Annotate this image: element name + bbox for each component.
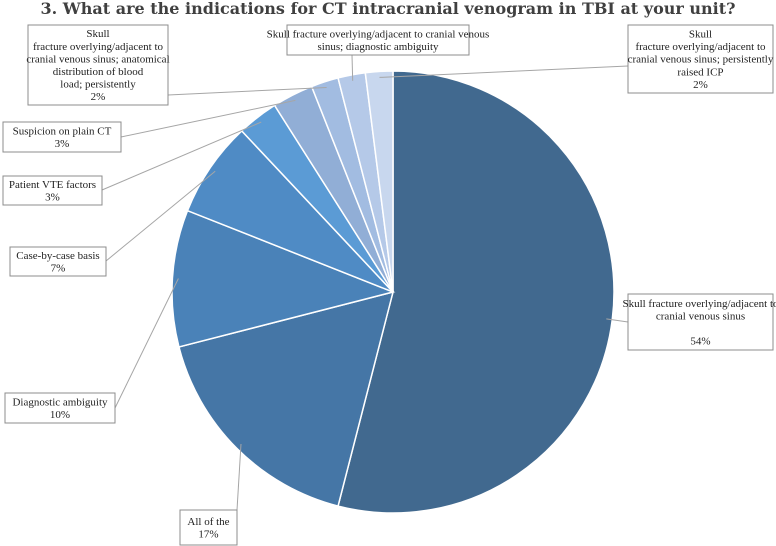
data-label-text: fracture overlying/adjacent to <box>635 41 766 53</box>
data-label-text: Diagnostic ambiguity <box>12 396 108 408</box>
leader-line <box>351 54 354 81</box>
data-label-text: Skull fracture overlying/adjacent to <box>622 298 776 310</box>
data-label-box <box>9 246 107 277</box>
pie-slice <box>171 209 396 348</box>
data-label-text: cranial venous sinus <box>656 310 745 322</box>
data-label-box <box>179 509 238 546</box>
data-label-value: 3% <box>45 192 60 204</box>
data-label-text: Skull <box>86 28 109 40</box>
data-label-value: 2% <box>91 91 106 103</box>
data-label-text: load; persistently <box>60 79 136 91</box>
data-label: Skull fracture overlying/adjacent tocran… <box>622 293 776 351</box>
data-label-value: 54% <box>690 336 710 348</box>
data-label-text: raised ICP <box>677 66 723 78</box>
data-label-text: All of the <box>187 516 229 528</box>
leader-line <box>105 170 216 262</box>
leader-line <box>114 278 179 409</box>
data-label: Suspicion on plain CT3% <box>2 121 122 153</box>
data-label-text: Suspicion on plain CT <box>13 125 112 137</box>
data-label-text: cranial venous sinus; persistently <box>628 54 774 66</box>
pie-slice <box>364 70 394 293</box>
data-label: Skull fracture overlying/adjacent to cra… <box>267 24 490 56</box>
data-label-value: 3% <box>55 138 70 150</box>
data-label-box <box>27 24 169 106</box>
leader-line <box>120 99 296 138</box>
data-label-box <box>286 24 470 56</box>
leader-line <box>101 121 262 191</box>
chart-title: 3. What are the indications for CT intra… <box>41 0 736 18</box>
leader-line <box>167 87 327 96</box>
leader-line <box>236 443 242 511</box>
data-label-value: 10% <box>50 409 70 421</box>
data-label-box <box>4 392 116 424</box>
data-label-box <box>2 121 122 153</box>
data-label-value: 2% <box>693 79 708 91</box>
data-label-text: sinus; diagnostic ambiguity <box>318 41 439 53</box>
data-label-value: 17% <box>198 529 218 541</box>
data-label-value: 7% <box>51 263 66 275</box>
data-label-text: distribution of blood <box>53 66 144 78</box>
data-label-text: Case-by-case basis <box>16 250 99 262</box>
data-label-text: Skull <box>689 29 712 41</box>
data-label-box <box>627 293 774 351</box>
data-label-text: fracture overlying/adjacent to <box>33 41 164 53</box>
data-label-box <box>627 24 774 94</box>
data-label-text: cranial venous sinus; anatomical <box>26 53 169 65</box>
data-label-box <box>2 175 103 206</box>
data-label-text: Patient VTE factors <box>9 179 96 191</box>
pie-slice <box>178 290 395 507</box>
leader-line <box>379 65 629 78</box>
data-label-text: Skull fracture overlying/adjacent to cra… <box>267 28 490 40</box>
leader-line <box>606 318 629 323</box>
